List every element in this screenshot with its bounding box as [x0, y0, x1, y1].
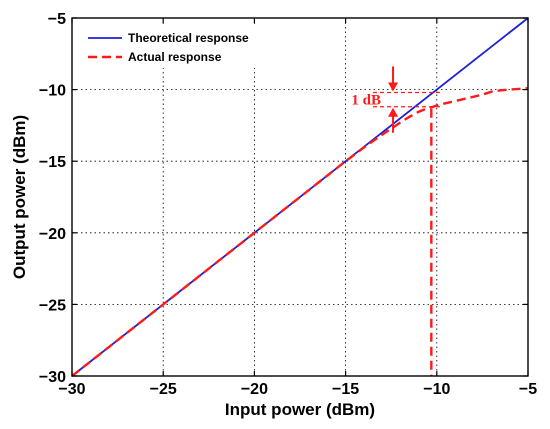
x-tick-label: −20: [241, 381, 268, 398]
legend-entry-theoretical: Theoretical response: [128, 31, 249, 45]
x-tick-label: −25: [150, 381, 177, 398]
x-tick-label: −5: [519, 381, 537, 398]
y-tick-label: −30: [39, 369, 66, 386]
legend-box: [80, 26, 280, 68]
x-tick-label: −30: [58, 381, 85, 398]
series-line-theoretical: [71, 17, 529, 377]
x-tick-label: −10: [423, 381, 450, 398]
plot-series: [71, 17, 529, 377]
y-tick-label: −5: [48, 11, 66, 28]
legend: Theoretical response Actual response: [80, 26, 280, 68]
arrow-down-icon: [388, 82, 399, 92]
y-tick-label: −15: [39, 154, 66, 171]
y-axis-label: Output power (dBm): [10, 115, 29, 279]
grid-lines: [72, 18, 528, 376]
x-axis-label: Input power (dBm): [225, 400, 375, 419]
axis-ticks: −30 −25 −20 −15 −10 −5 −30 −25 −20 −15 −10 −5: [39, 11, 537, 398]
compression-annotation: 1 dB: [351, 66, 440, 376]
y-tick-label: −20: [39, 226, 66, 243]
legend-entry-actual: Actual response: [128, 50, 222, 64]
x-tick-label: −15: [332, 381, 359, 398]
series-line-actual: [71, 87, 529, 377]
axes-frame: [71, 17, 529, 377]
y-tick-label: −25: [39, 297, 66, 314]
arrow-up-icon: [388, 107, 399, 117]
compression-label: 1 dB: [351, 93, 381, 109]
y-tick-label: −10: [39, 83, 66, 100]
